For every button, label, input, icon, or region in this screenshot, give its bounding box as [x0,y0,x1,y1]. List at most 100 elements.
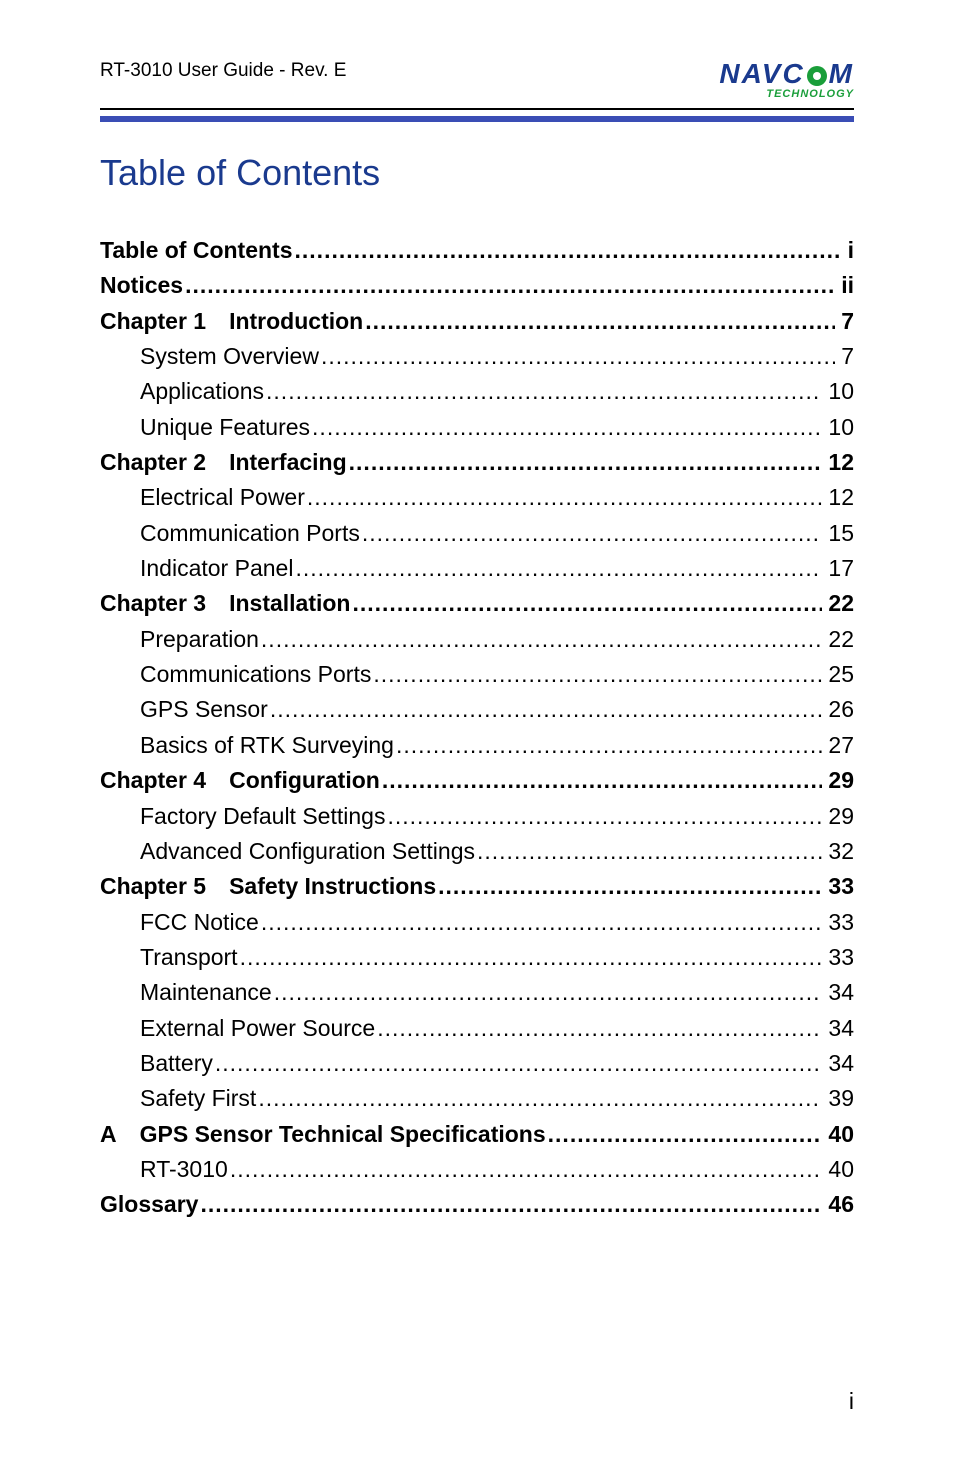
toc-entry: System Overview 7 [100,340,854,375]
toc-dots [382,764,823,799]
toc-entry-page: 17 [828,552,854,585]
toc-entry: Maintenance 34 [100,976,854,1011]
toc-entry: Chapter 1 Introduction 7 [100,305,854,340]
toc-dots [261,623,822,658]
toc-entry: FCC Notice33 [100,906,854,941]
toc-dots [295,552,822,587]
divider-black [100,108,854,110]
toc-entry: A GPS Sensor Technical Specifications 40 [100,1118,854,1153]
toc-entry-title: Chapter 1 Introduction [100,305,363,338]
toc-entry-page: 15 [828,517,854,550]
toc-dots [240,941,823,976]
toc-entry-title: Communication Ports [140,517,360,550]
toc-entry: Basics of RTK Surveying 27 [100,729,854,764]
toc-entry-page: 10 [828,411,854,444]
toc-entry: Unique Features 10 [100,411,854,446]
toc-entry: External Power Source 34 [100,1012,854,1047]
toc-entry-title: System Overview [140,340,319,373]
toc-entry-title: Chapter 4 Configuration [100,764,380,797]
toc-entry: Table of Contents i [100,234,854,269]
toc-entry: Factory Default Settings29 [100,800,854,835]
toc-entry-title: Unique Features [140,411,310,444]
navcom-logo: NAVCM TECHNOLOGY [719,60,854,100]
toc-entry-title: FCC Notice [140,906,259,939]
toc-dots [362,517,823,552]
toc-entry-title: Chapter 3 Installation [100,587,350,620]
toc-entry: GPS Sensor 26 [100,693,854,728]
toc-entry-page: 29 [828,764,854,797]
toc-entry-page: 25 [828,658,854,691]
toc-entry: Chapter 3 Installation22 [100,587,854,622]
toc-entry: Chapter 4 Configuration 29 [100,764,854,799]
toc-entry-page: ii [841,269,854,302]
toc-entry: Indicator Panel 17 [100,552,854,587]
toc-entry-title: Notices [100,269,183,302]
toc-entry: Electrical Power12 [100,481,854,516]
toc-entry-page: 7 [841,340,854,373]
toc-entry-page: 10 [828,375,854,408]
toc-entry-page: 22 [828,623,854,656]
toc-entry-title: Safety First [140,1082,256,1115]
toc-entry-page: 40 [828,1118,854,1151]
toc-entry: Transport 33 [100,941,854,976]
toc-entry-title: A GPS Sensor Technical Specifications [100,1118,546,1151]
toc-entry-page: 34 [828,976,854,1009]
toc-entry-title: Electrical Power [140,481,305,514]
toc-entry: Advanced Configuration Settings32 [100,835,854,870]
toc-dots [274,976,823,1011]
toc-entry: Communications Ports25 [100,658,854,693]
toc-dots [215,1047,823,1082]
toc-entry-title: Transport [140,941,238,974]
logo-navcom-text: NAVC M [719,60,854,88]
toc-entry-page: 7 [841,305,854,338]
toc-dots [352,587,822,622]
toc-entry-title: Preparation [140,623,259,656]
divider-blue [100,116,854,122]
toc-container: Table of ContentsiNoticesiiChapter 1 Int… [100,234,854,1224]
toc-entry: RT-301040 [100,1153,854,1188]
toc-dots [185,269,835,304]
toc-entry-title: Glossary [100,1188,198,1221]
toc-dots [200,1188,822,1223]
toc-entry-page: 12 [828,446,854,479]
toc-entry-page: i [848,234,854,267]
toc-dots [270,693,823,728]
toc-dots [349,446,823,481]
toc-entry-page: 46 [828,1188,854,1221]
toc-entry: Safety First39 [100,1082,854,1117]
toc-entry-page: 26 [828,693,854,726]
toc-dots [230,1153,823,1188]
toc-heading: Table of Contents [100,152,854,194]
toc-dots [438,870,822,905]
toc-entry: Chapter 5 Safety Instructions33 [100,870,854,905]
toc-dots [321,340,835,375]
logo-text-part1: NAVC [719,58,804,89]
toc-entry-title: External Power Source [140,1012,375,1045]
toc-dots [387,800,822,835]
page-header: RT-3010 User Guide - Rev. E NAVCM TECHNO… [100,60,854,100]
toc-dots [365,305,835,340]
toc-entry-title: GPS Sensor [140,693,268,726]
toc-entry-page: 34 [828,1012,854,1045]
toc-entry: Communication Ports 15 [100,517,854,552]
toc-entry-page: 40 [828,1153,854,1186]
toc-dots [396,729,822,764]
toc-entry-title: Basics of RTK Surveying [140,729,394,762]
toc-entry-page: 29 [828,800,854,833]
toc-entry-title: Applications [140,375,264,408]
toc-entry-title: Indicator Panel [140,552,293,585]
toc-dots [295,234,842,269]
toc-entry-title: Battery [140,1047,213,1080]
toc-entry-title: Maintenance [140,976,272,1009]
logo-text-part2: M [829,58,854,89]
toc-dots [312,411,822,446]
toc-entry-title: Chapter 2 Interfacing [100,446,347,479]
toc-entry-title: Advanced Configuration Settings [140,835,475,868]
toc-dots [377,1012,822,1047]
toc-dots [548,1118,823,1153]
toc-entry-page: 33 [828,941,854,974]
toc-dots [307,481,823,516]
toc-entry-page: 33 [828,870,854,903]
toc-entry-page: 27 [828,729,854,762]
toc-entry-title: Table of Contents [100,234,293,267]
